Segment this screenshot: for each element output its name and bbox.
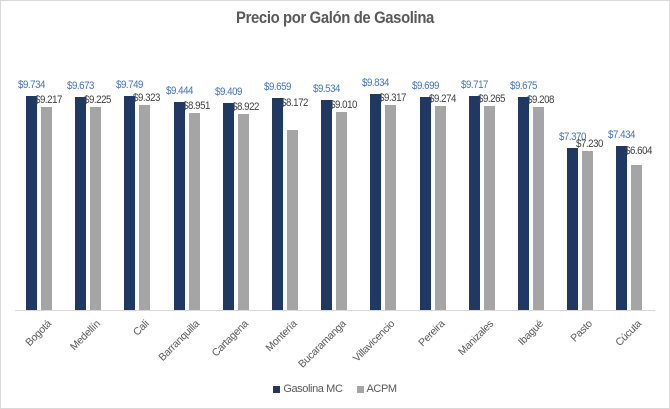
bar-gasolina-mc-villavicencio[interactable] xyxy=(370,93,382,310)
data-label-gasolina-mc: $9.444 xyxy=(165,85,193,98)
data-label-gasolina-mc: $7.434 xyxy=(608,129,636,142)
bar-acpm-bogota[interactable] xyxy=(41,107,52,310)
legend: Gasolina MC ACPM xyxy=(0,383,670,395)
legend-item-acpm[interactable]: ACPM xyxy=(356,383,398,395)
bar-group-ibague: $9.675 $9.208 xyxy=(507,0,556,310)
data-label-acpm: $9.208 xyxy=(527,94,554,107)
bar-group-monteria: $9.659 $8.172 xyxy=(261,0,310,310)
bar-acpm-pasto[interactable] xyxy=(582,150,594,310)
data-label-gasolina-mc: $7.370 xyxy=(559,130,587,143)
data-label-gasolina-mc: $9.749 xyxy=(116,78,144,91)
bar-gasolina-mc-bogota[interactable] xyxy=(26,95,37,310)
data-label-acpm: $8.922 xyxy=(231,100,259,113)
data-label-gasolina-mc: $9.659 xyxy=(264,80,291,93)
data-label-acpm: $9.010 xyxy=(330,98,358,111)
bar-gasolina-mc-cartagena[interactable] xyxy=(222,103,234,310)
bar-group-cucuta: $7.434 $6.604 xyxy=(605,0,654,310)
data-label-acpm: $8.951 xyxy=(182,100,210,113)
data-label-gasolina-mc: $9.409 xyxy=(214,86,242,99)
bar-group-bogota: $9.734 $9.217 xyxy=(15,0,64,310)
bar-acpm-manizales[interactable] xyxy=(483,106,495,310)
chart-title: Precio por Galón de Gasolina xyxy=(236,9,434,27)
bar-gasolina-mc-monteria[interactable] xyxy=(272,97,283,310)
bar-group-medellin: $9.673 $9.225 xyxy=(64,0,113,310)
bar-gasolina-mc-cucuta[interactable] xyxy=(616,146,628,310)
data-label-gasolina-mc: $9.534 xyxy=(313,83,341,96)
bar-gasolina-mc-medellin[interactable] xyxy=(75,97,87,310)
bar-gasolina-mc-ibague[interactable] xyxy=(518,97,529,310)
bar-acpm-barranquilla[interactable] xyxy=(188,113,200,310)
bar-group-manizales: $9.717 $9.265 xyxy=(458,0,507,310)
data-label-acpm: $9.225 xyxy=(84,94,112,107)
plot-area: $9.734 $9.217 $9.673 $9.225 $9.749 $9.323 $9.4… xyxy=(15,0,655,310)
data-label-gasolina-mc: $9.673 xyxy=(67,80,95,93)
legend-label: Gasolina MC xyxy=(283,383,343,395)
data-label-acpm: $9.317 xyxy=(379,92,407,105)
bar-group-barranquilla: $9.444 $8.951 xyxy=(163,0,212,310)
bar-acpm-bucaramanga[interactable] xyxy=(336,111,348,310)
data-label-gasolina-mc: $9.834 xyxy=(362,76,390,89)
bar-gasolina-mc-cali[interactable] xyxy=(124,95,136,310)
bar-acpm-ibague[interactable] xyxy=(533,107,544,310)
bar-group-villavicencio: $9.834 $9.317 xyxy=(359,0,408,310)
bar-acpm-monteria[interactable] xyxy=(287,130,298,310)
bar-gasolina-mc-bucaramanga[interactable] xyxy=(321,100,333,310)
bar-gasolina-mc-barranquilla[interactable] xyxy=(173,102,185,310)
bar-group-bucaramanga: $9.534 $9.010 xyxy=(310,0,359,310)
legend-label: ACPM xyxy=(366,383,398,395)
data-label-acpm: $9.265 xyxy=(477,93,505,106)
data-label-gasolina-mc: $9.675 xyxy=(510,80,537,93)
data-label-acpm: $7.230 xyxy=(576,137,604,150)
data-label-gasolina-mc: $9.734 xyxy=(18,78,45,91)
bar-group-pereira: $9.699 $9.274 xyxy=(409,0,458,310)
bar-acpm-medellin[interactable] xyxy=(90,107,102,310)
bar-gasolina-mc-pasto[interactable] xyxy=(567,147,579,310)
data-label-acpm: $6.604 xyxy=(625,145,653,158)
data-label-acpm: $9.217 xyxy=(35,94,62,107)
bar-acpm-villavicencio[interactable] xyxy=(385,105,397,310)
data-label-acpm: $8.172 xyxy=(281,96,308,109)
bar-group-cali: $9.749 $9.323 xyxy=(113,0,162,310)
legend-item-gasolina-mc[interactable]: Gasolina MC xyxy=(273,383,343,395)
legend-swatch-acpm xyxy=(356,385,364,393)
bar-group-pasto: $7.370 $7.230 xyxy=(556,0,605,310)
bar-acpm-pereira[interactable] xyxy=(434,105,446,310)
bar-gasolina-mc-manizales[interactable] xyxy=(468,96,480,310)
data-label-acpm: $9.274 xyxy=(428,92,456,105)
bar-gasolina-mc-pereira[interactable] xyxy=(419,96,431,310)
data-label-gasolina-mc: $9.717 xyxy=(460,79,488,92)
data-label-gasolina-mc: $9.699 xyxy=(411,79,439,92)
data-label-acpm: $9.323 xyxy=(133,91,161,104)
x-axis-line xyxy=(15,310,655,311)
bar-acpm-cali[interactable] xyxy=(139,104,151,310)
bar-group-cartagena: $9.409 $8.922 xyxy=(212,0,261,310)
legend-swatch-gasolina-mc xyxy=(273,385,281,393)
bar-acpm-cartagena[interactable] xyxy=(237,113,249,310)
bar-acpm-cucuta[interactable] xyxy=(631,164,643,310)
